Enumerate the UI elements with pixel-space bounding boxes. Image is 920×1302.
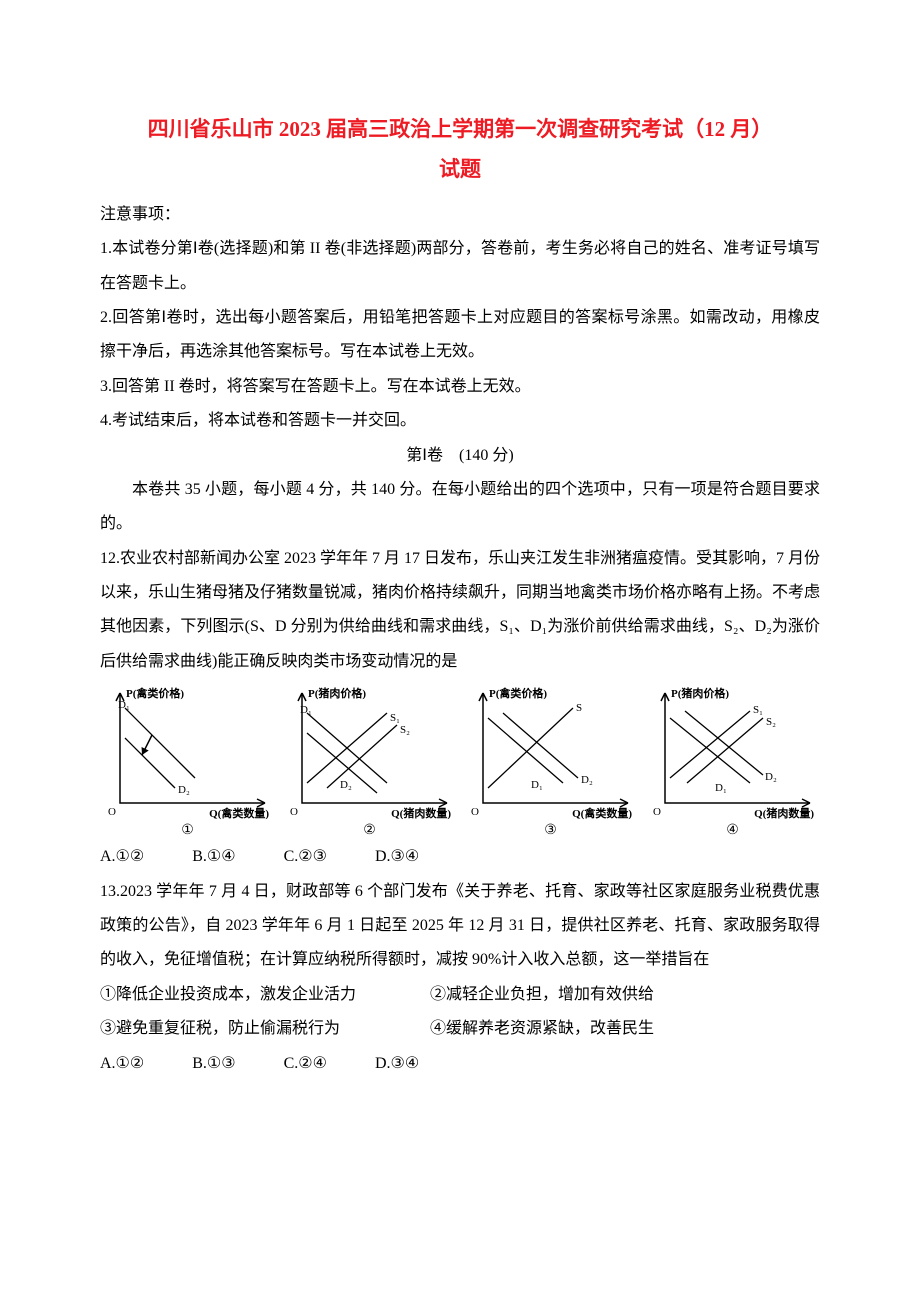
q13-stmt4: ④缓解养老资源紧缺，改善民生 — [430, 1012, 654, 1046]
q12-text: 12.农业农村部新闻办公室 2023 学年年 7 月 17 日发布，乐山夹江发生… — [100, 542, 820, 680]
notice-1: 1.本试卷分第Ⅰ卷(选择题)和第 II 卷(非选择题)两部分，答卷前，考生务必将… — [100, 232, 820, 301]
exam-title-line1: 四川省乐山市 2023 届高三政治上学期第一次调查研究考试（12 月） — [100, 110, 820, 150]
q13-stmt1: ①降低企业投资成本，激发企业活力 — [100, 978, 430, 1012]
svg-text:P(禽类价格): P(禽类价格) — [489, 686, 547, 700]
q13-options: A.①② B.①③ C.②④ D.③④ — [100, 1047, 820, 1081]
svg-text:P(猪肉价格): P(猪肉价格) — [671, 686, 729, 700]
svg-text:S: S — [576, 702, 582, 714]
svg-text:Q(猪肉数量): Q(猪肉数量) — [754, 806, 814, 820]
svg-text:D₂: D₂ — [581, 774, 593, 786]
svg-text:D₁: D₁ — [118, 699, 130, 711]
q13-text: 13.2023 学年年 7 月 4 日，财政部等 6 个部门发布《关于养老、托育… — [100, 875, 820, 978]
svg-text:S₁: S₁ — [390, 712, 400, 724]
svg-text:S₂: S₂ — [766, 716, 776, 728]
svg-text:④: ④ — [726, 823, 739, 838]
q13-stmt2: ②减轻企业负担，增加有效供给 — [430, 978, 654, 1012]
svg-text:O: O — [653, 806, 661, 818]
exam-title-line2: 试题 — [100, 150, 820, 190]
svg-text:③: ③ — [545, 823, 558, 838]
svg-text:Q(猪肉数量): Q(猪肉数量) — [391, 806, 451, 820]
svg-text:②: ② — [363, 823, 376, 838]
q12-charts: O P(禽类价格) Q(禽类数量) D₁ D₂ ① O P(猪肉价格) Q(猪肉数量) D₁ D₂ S… — [100, 683, 820, 838]
notice-header: 注意事项： — [100, 198, 820, 232]
svg-text:P(禽类价格): P(禽类价格) — [126, 686, 184, 700]
svg-text:D₁: D₁ — [300, 704, 312, 716]
q12-options: A.①② B.①④ C.②③ D.③④ — [100, 840, 820, 874]
svg-text:O: O — [471, 806, 479, 818]
notice-4: 4.考试结束后，将本试卷和答题卡一并交回。 — [100, 404, 820, 438]
notice-3: 3.回答第 II 卷时，将答案写在答题卡上。写在本试卷上无效。 — [100, 370, 820, 404]
svg-text:Q(禽类数量): Q(禽类数量) — [209, 806, 269, 820]
part1-intro: 本卷共 35 小题，每小题 4 分，共 140 分。在每小题给出的四个选项中，只… — [100, 473, 820, 542]
q13-statements-row2: ③避免重复征税，防止偷漏税行为 ④缓解养老资源紧缺，改善民生 — [100, 1012, 820, 1046]
svg-text:D₁: D₁ — [531, 779, 543, 791]
part1-header: 第Ⅰ卷 (140 分) — [100, 439, 820, 473]
svg-text:D₂: D₂ — [765, 771, 777, 783]
chart-2: O P(猪肉价格) Q(猪肉数量) D₁ D₂ S₁S₂ ② — [282, 683, 457, 838]
svg-text:O: O — [290, 806, 298, 818]
notice-2: 2.回答第Ⅰ卷时，选出每小题答案后，用铅笔把答题卡上对应题目的答案标号涂黑。如需… — [100, 301, 820, 370]
chart-1: O P(禽类价格) Q(禽类数量) D₁ D₂ ① — [100, 683, 275, 838]
svg-text:S₂: S₂ — [400, 724, 410, 736]
exam-page: 四川省乐山市 2023 届高三政治上学期第一次调查研究考试（12 月） 试题 注… — [0, 0, 920, 1141]
chart-4: O P(猪肉价格) Q(猪肉数量) D₁ D₂ S₁S₂ ④ — [645, 683, 820, 838]
svg-text:D₂: D₂ — [178, 784, 190, 796]
svg-text:Q(禽类数量): Q(禽类数量) — [572, 806, 632, 820]
svg-text:D₁: D₁ — [715, 782, 727, 794]
svg-text:D₂: D₂ — [340, 779, 352, 791]
svg-text:P(猪肉价格): P(猪肉价格) — [308, 686, 366, 700]
svg-text:O: O — [108, 806, 116, 818]
svg-text:①: ① — [181, 823, 194, 838]
chart-3: O P(禽类价格) Q(禽类数量) S D₁ D₂ ③ — [463, 683, 638, 838]
q13-stmt3: ③避免重复征税，防止偷漏税行为 — [100, 1012, 430, 1046]
svg-text:S₁: S₁ — [753, 704, 763, 716]
q13-statements-row1: ①降低企业投资成本，激发企业活力 ②减轻企业负担，增加有效供给 — [100, 978, 820, 1012]
